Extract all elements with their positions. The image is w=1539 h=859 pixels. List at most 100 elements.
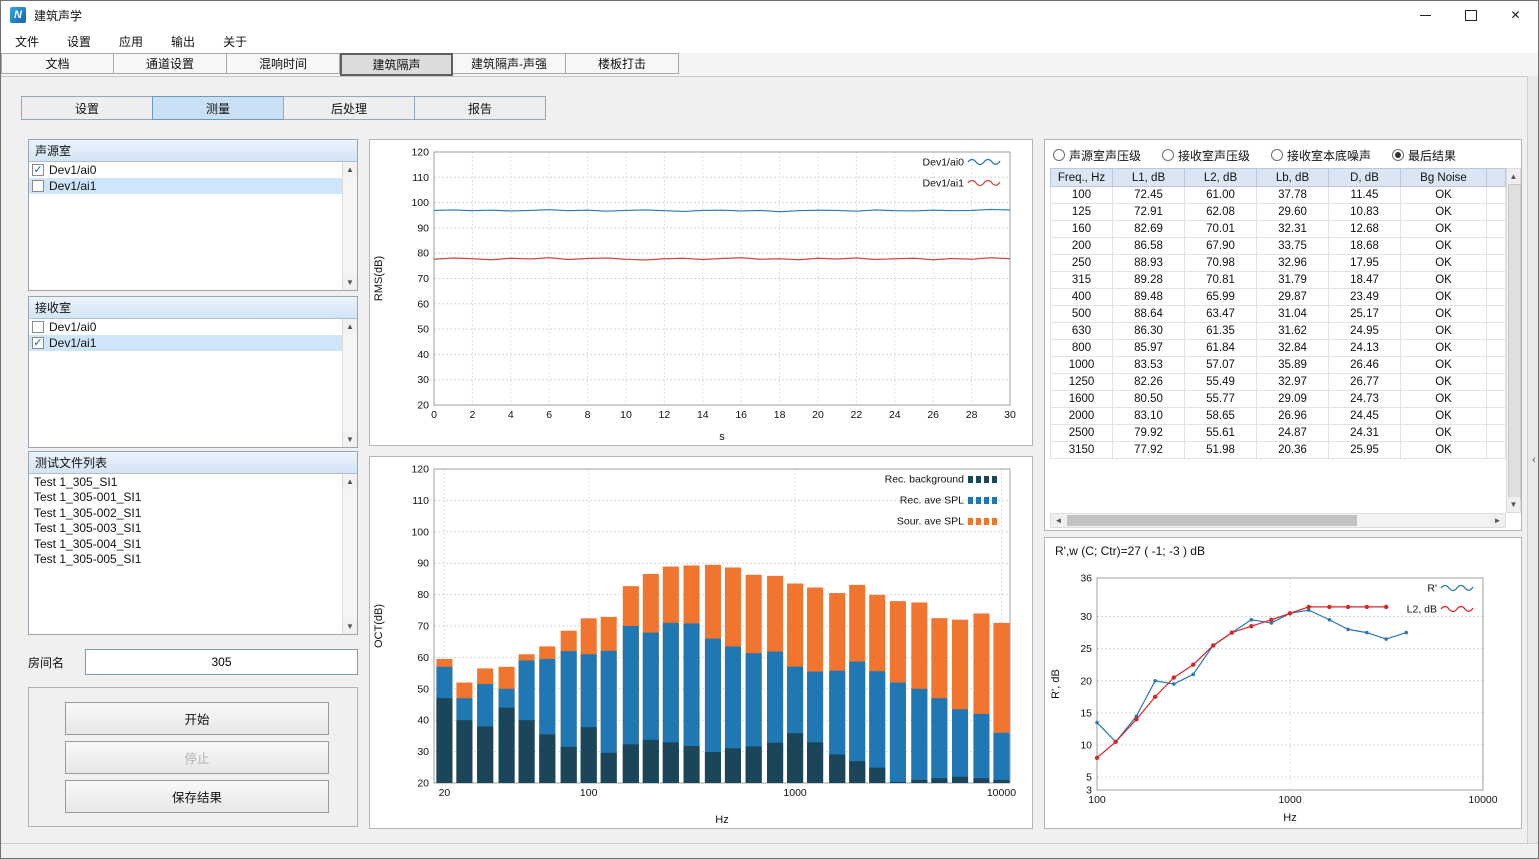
scrollbar-thumb[interactable] <box>1067 515 1357 526</box>
scroll-down-icon[interactable]: ▼ <box>343 619 357 634</box>
test-file-item[interactable]: Test 1_305-004_SI1 <box>34 536 142 551</box>
menu-item-3[interactable]: 输出 <box>171 34 196 49</box>
main-tab-4[interactable]: 建筑隔声-声强 <box>453 53 566 74</box>
table-row[interactable]: 250 88.93 70.98 32.96 17.95 OK <box>1050 254 1506 272</box>
channel-row[interactable]: Dev1/ai1 <box>29 178 357 194</box>
menu-item-4[interactable]: 关于 <box>223 34 248 49</box>
test-file-item[interactable]: Test 1_305-001_SI1 <box>34 490 142 505</box>
maximize-button[interactable] <box>1448 1 1493 29</box>
main-tab-3[interactable]: 建筑隔声 <box>340 53 453 76</box>
table-row[interactable]: 630 86.30 61.35 31.62 24.95 OK <box>1050 322 1506 340</box>
sub-tab-1[interactable]: 测量 <box>152 96 284 120</box>
channel-row[interactable]: ✓ Dev1/ai1 <box>29 335 357 351</box>
sub-tab-0[interactable]: 设置 <box>21 96 153 120</box>
results-table-body: 100 72.45 61.00 37.78 11.45 OK 125 72.91 62.08 29… <box>1050 186 1506 459</box>
table-cell: 250 <box>1050 254 1113 272</box>
table-header-cell[interactable]: L2, dB <box>1184 168 1257 187</box>
result-option-2[interactable]: 接收室本底噪声 <box>1271 147 1371 164</box>
stop-button[interactable]: 停止 <box>65 741 329 774</box>
test-files-listbox: Test 1_305_SI1 Test 1_305-001_SI1 Test 1_3… <box>29 474 357 634</box>
checkbox-icon[interactable] <box>32 321 44 333</box>
table-row[interactable]: 1250 82.26 55.49 32.97 26.77 OK <box>1050 373 1506 391</box>
minimize-button[interactable] <box>1403 1 1448 29</box>
receiving-room-scrollbar[interactable]: ▲ ▼ <box>342 319 357 447</box>
test-files-scrollbar[interactable]: ▲ ▼ <box>342 474 357 634</box>
table-cell <box>1486 220 1506 238</box>
table-vertical-scrollbar[interactable]: ▲ ▼ <box>1506 168 1521 513</box>
save-results-button[interactable]: 保存结果 <box>65 780 329 813</box>
test-file-item[interactable]: Test 1_305-002_SI1 <box>34 505 142 520</box>
scroll-down-icon[interactable]: ▼ <box>1507 497 1520 512</box>
table-row[interactable]: 200 86.58 67.90 33.75 18.68 OK <box>1050 237 1506 255</box>
svg-text:100: 100 <box>1088 794 1106 806</box>
result-option-1[interactable]: 接收室声压级 <box>1162 147 1250 164</box>
radio-icon <box>1392 149 1405 161</box>
table-header-cell[interactable]: Bg Noise <box>1400 168 1487 187</box>
svg-text:10: 10 <box>1080 740 1092 752</box>
table-cell: 24.45 <box>1328 407 1401 425</box>
scroll-up-icon[interactable]: ▲ <box>343 162 357 177</box>
table-cell: 26.96 <box>1256 407 1329 425</box>
radio-icon <box>1162 149 1175 161</box>
table-row[interactable]: 100 72.45 61.00 37.78 11.45 OK <box>1050 186 1506 204</box>
source-room-scrollbar[interactable]: ▲ ▼ <box>342 162 357 290</box>
main-tab-5[interactable]: 楼板打击 <box>566 53 679 74</box>
svg-text:20: 20 <box>812 409 824 421</box>
sub-tab-3[interactable]: 报告 <box>414 96 546 120</box>
menu-item-0[interactable]: 文件 <box>15 34 40 49</box>
table-row[interactable]: 500 88.64 63.47 31.04 25.17 OK <box>1050 305 1506 323</box>
channel-row[interactable]: Dev1/ai0 <box>29 319 357 335</box>
table-row[interactable]: 800 85.97 61.84 32.84 24.13 OK <box>1050 339 1506 357</box>
room-name-input[interactable] <box>85 649 358 675</box>
scroll-down-icon[interactable]: ▼ <box>343 432 357 447</box>
table-header-cell[interactable]: D, dB <box>1328 168 1401 187</box>
main-tab-2[interactable]: 混响时间 <box>227 53 340 74</box>
table-cell: OK <box>1400 373 1487 391</box>
scroll-up-icon[interactable]: ▲ <box>343 319 357 334</box>
checkbox-icon[interactable]: ✓ <box>32 337 44 349</box>
test-file-item[interactable]: Test 1_305-005_SI1 <box>34 552 142 567</box>
table-cell: 32.31 <box>1256 220 1329 238</box>
table-header-cell <box>1486 168 1506 187</box>
scroll-up-icon[interactable]: ▲ <box>1507 169 1520 184</box>
scroll-left-icon[interactable]: ◄ <box>1051 514 1066 527</box>
scroll-right-icon[interactable]: ► <box>1490 514 1505 527</box>
rating-chart: 3 5 10 15 20 25 30 36 100 1000 10000 Hz R', dB R' L2, … <box>1047 564 1521 826</box>
table-row[interactable]: 160 82.69 70.01 32.31 12.68 OK <box>1050 220 1506 238</box>
table-cell: 31.04 <box>1256 305 1329 323</box>
table-row[interactable]: 400 89.48 65.99 29.87 23.49 OK <box>1050 288 1506 306</box>
close-button[interactable]: ✕ <box>1493 1 1538 29</box>
table-cell: OK <box>1400 322 1487 340</box>
table-cell: 17.95 <box>1328 254 1401 272</box>
checkbox-icon[interactable]: ✓ <box>32 164 44 176</box>
table-cell: OK <box>1400 339 1487 357</box>
scroll-up-icon[interactable]: ▲ <box>343 474 357 489</box>
table-header-cell[interactable]: Lb, dB <box>1256 168 1329 187</box>
scroll-down-icon[interactable]: ▼ <box>343 275 357 290</box>
test-file-item[interactable]: Test 1_305_SI1 <box>34 474 118 489</box>
menu-item-1[interactable]: 设置 <box>67 34 92 49</box>
result-option-3[interactable]: 最后结果 <box>1392 147 1456 164</box>
main-tab-0[interactable]: 文档 <box>1 53 114 74</box>
menu-item-2[interactable]: 应用 <box>119 34 144 49</box>
table-row[interactable]: 1000 83.53 57.07 35.89 26.46 OK <box>1050 356 1506 374</box>
table-horizontal-scrollbar[interactable]: ◄ ► <box>1050 513 1506 528</box>
start-button[interactable]: 开始 <box>65 702 329 735</box>
table-row[interactable]: 2000 83.10 58.65 26.96 24.45 OK <box>1050 407 1506 425</box>
main-tab-1[interactable]: 通道设置 <box>114 53 227 74</box>
checkbox-icon[interactable] <box>32 180 44 192</box>
table-row[interactable]: 3150 77.92 51.98 20.36 25.95 OK <box>1050 441 1506 459</box>
channel-row[interactable]: ✓ Dev1/ai0 <box>29 162 357 178</box>
result-option-0[interactable]: 声源室声压级 <box>1053 147 1141 164</box>
scrollbar-thumb[interactable] <box>1508 184 1521 499</box>
sub-tab-2[interactable]: 后处理 <box>283 96 415 120</box>
table-row[interactable]: 315 89.28 70.81 31.79 18.47 OK <box>1050 271 1506 289</box>
collapse-panel-button[interactable]: ‹ <box>1527 76 1538 843</box>
table-row[interactable]: 1600 80.50 55.77 29.09 24.73 OK <box>1050 390 1506 408</box>
table-header-cell[interactable]: L1, dB <box>1112 168 1185 187</box>
table-header-cell[interactable]: Freq., Hz <box>1050 168 1113 187</box>
test-file-item[interactable]: Test 1_305-003_SI1 <box>34 521 142 536</box>
table-row[interactable]: 125 72.91 62.08 29.60 10.83 OK <box>1050 203 1506 221</box>
table-row[interactable]: 2500 79.92 55.61 24.87 24.31 OK <box>1050 424 1506 442</box>
table-cell: 1000 <box>1050 356 1113 374</box>
